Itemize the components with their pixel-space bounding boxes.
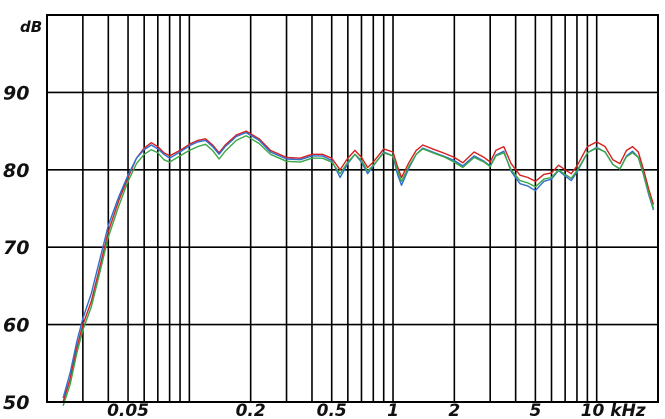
chart-grid <box>47 15 658 402</box>
x-tick-labels: 0.05 0.2 0.5 1 2 5 10 kHz <box>107 401 646 419</box>
chart-series <box>62 130 655 407</box>
series-line-3 <box>62 135 655 407</box>
y-tick-label: 80 <box>3 160 29 182</box>
x-tick-label: 0.5 <box>317 401 347 419</box>
x-tick-label: 2 <box>448 401 460 419</box>
x-tick-label: 0.2 <box>236 401 266 419</box>
x-tick-label: 1 <box>387 401 399 419</box>
y-tick-label: 70 <box>3 237 29 259</box>
y-axis-label: dB <box>20 18 42 36</box>
plot-frame <box>46 14 659 403</box>
series-line-1 <box>62 130 655 403</box>
x-tick-label: 0.05 <box>107 401 149 419</box>
y-tick-label: 60 <box>3 315 29 337</box>
x-tick-label: 10 kHz <box>581 401 646 419</box>
y-tick-labels: 90 80 70 60 50 <box>3 82 29 414</box>
y-tick-label: 50 <box>3 392 29 414</box>
y-tick-label: 90 <box>3 82 29 104</box>
x-tick-label: 5 <box>529 401 541 419</box>
